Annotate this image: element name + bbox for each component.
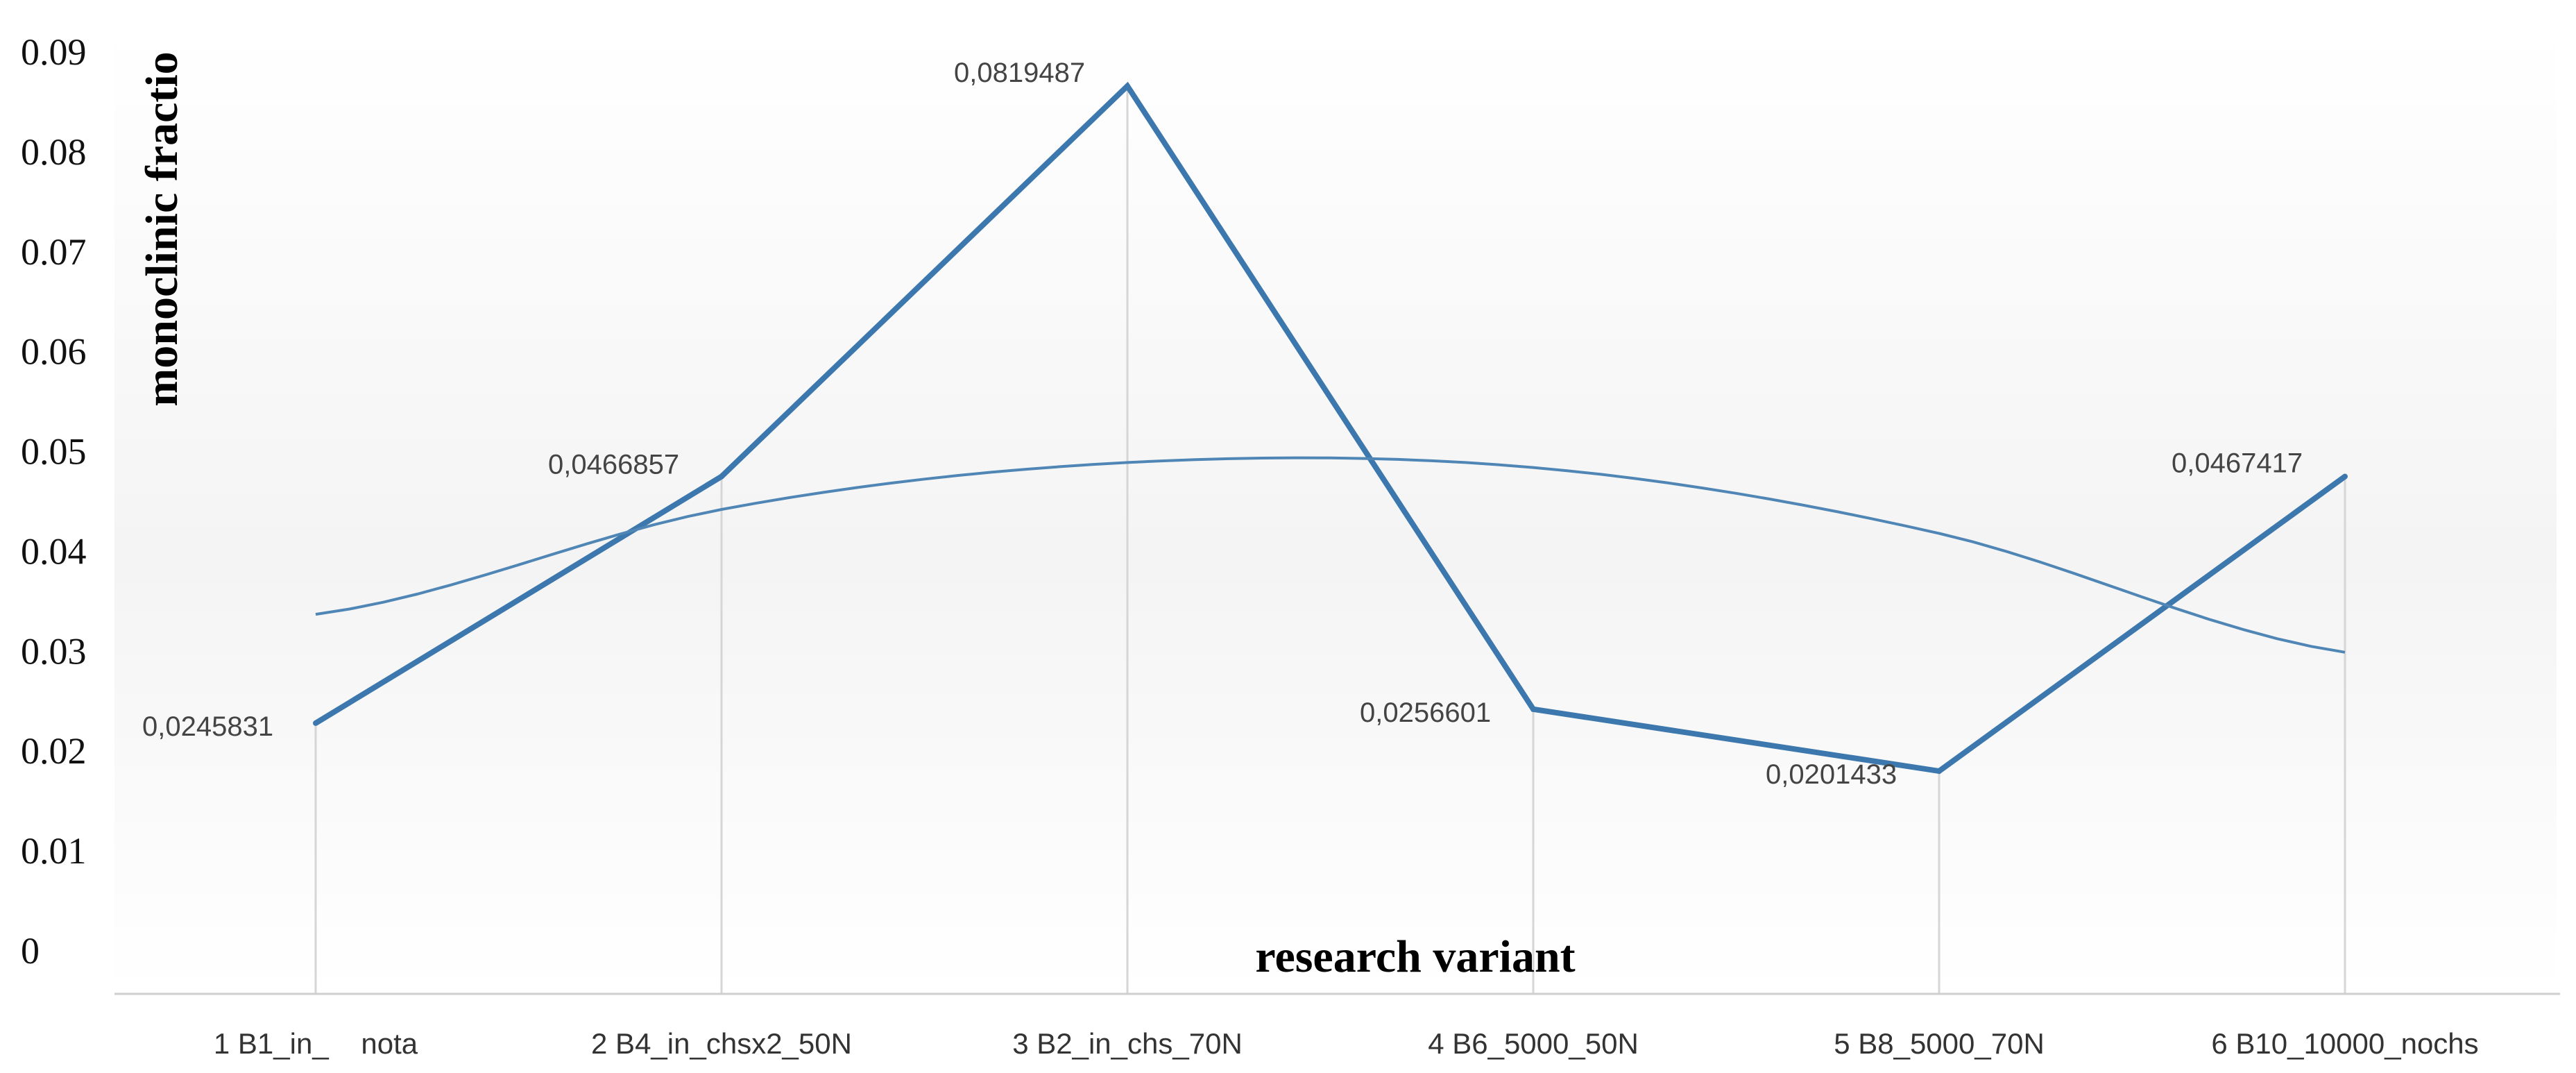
- plot-area: [114, 28, 2557, 992]
- data-point: [719, 473, 724, 480]
- y-tick-label: 0.05: [21, 431, 87, 473]
- data-label: 0,0201433: [1766, 759, 1897, 790]
- data-point: [1125, 83, 1130, 89]
- y-tick-label: 0.09: [21, 31, 87, 73]
- x-tick-label: 5 B8_5000_70N: [1834, 1027, 2045, 1060]
- x-tick-label: 6 B10_10000_nochs: [2211, 1027, 2478, 1060]
- x-tick-label: 3 B2_in_chs_70N: [1012, 1027, 1243, 1060]
- data-point: [2342, 473, 2348, 480]
- x-tick-label: 4 B6_5000_50N: [1428, 1027, 1639, 1060]
- x-axis-title: research variant: [1255, 931, 1575, 982]
- y-tick-label: 0.04: [21, 530, 87, 572]
- data-label: 0,0466857: [548, 450, 679, 480]
- trend-line: [315, 456, 2346, 654]
- data-point: [1936, 768, 1942, 774]
- y-axis-title: monoclinic fractio: [137, 51, 187, 406]
- x-tick-label: 1 B1_in_ nota: [214, 1027, 418, 1060]
- x-tick-label: 2 B4_in_chsx2_50N: [591, 1027, 852, 1060]
- data-point: [1530, 706, 1536, 712]
- y-tick-label: 0.01: [21, 830, 87, 872]
- data-series-line: [314, 81, 2347, 775]
- y-tick-label: 0.03: [21, 630, 87, 672]
- y-tick-label: 0.07: [21, 231, 87, 273]
- data-label: 0,0245831: [142, 711, 273, 742]
- y-tick-label: 0.08: [21, 131, 87, 173]
- data-label: 0,0467417: [2172, 448, 2303, 479]
- data-label: 0,0256601: [1360, 698, 1491, 728]
- y-tick-label: 0: [21, 930, 40, 972]
- data-label: 0,0819487: [954, 58, 1085, 88]
- y-tick-label: 0.06: [21, 331, 87, 373]
- data-point: [313, 720, 318, 726]
- y-tick-label: 0.02: [21, 730, 87, 772]
